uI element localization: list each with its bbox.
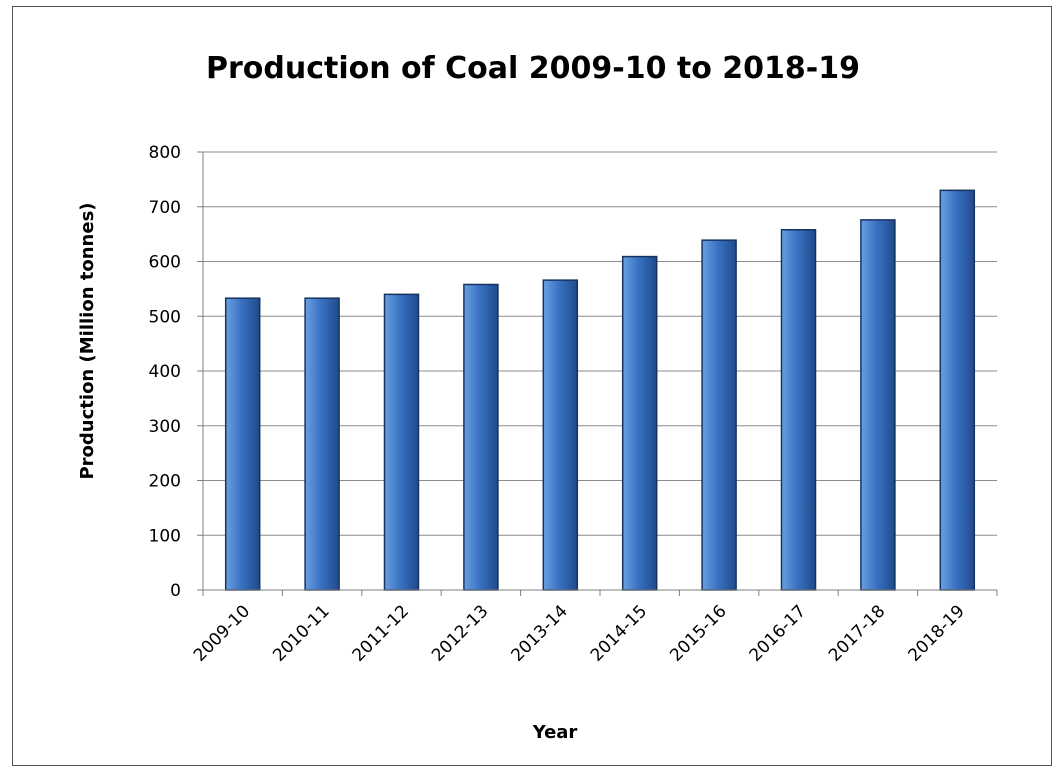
x-tick-label: 2013-14	[507, 601, 571, 665]
bars	[224, 189, 976, 591]
bar-2018-19	[939, 189, 976, 591]
x-tick-label: 2017-18	[825, 601, 889, 665]
y-tick-label: 800	[149, 143, 181, 163]
y-tick-label: 600	[149, 253, 181, 273]
x-tick-label: 2014-15	[587, 601, 651, 665]
bar-2013-14	[542, 279, 579, 591]
x-tick-label: 2018-19	[904, 601, 968, 665]
x-tick-label: 2010-11	[269, 601, 333, 665]
bar-2014-15	[621, 255, 658, 591]
y-tick-label: 100	[149, 526, 181, 546]
y-tick-label: 500	[149, 307, 181, 327]
bar-2009-10	[224, 297, 261, 591]
axes	[197, 151, 998, 596]
bar-2012-13	[463, 283, 499, 591]
y-tick-label: 300	[149, 417, 181, 437]
x-tick-label: 2012-13	[428, 601, 492, 665]
x-tick-label: 2011-12	[349, 601, 413, 665]
x-axis-title: Year	[532, 722, 578, 743]
x-tick-label: 2016-17	[746, 601, 810, 665]
bar-2017-18	[860, 219, 896, 591]
y-tick-label: 700	[149, 198, 181, 218]
y-tick-label: 0	[170, 581, 181, 601]
x-tick-label: 2015-16	[666, 601, 730, 665]
y-tick-label: 200	[149, 472, 181, 492]
x-tick-label: 2009-10	[190, 601, 254, 665]
bar-2016-17	[780, 228, 817, 591]
bar-2015-16	[701, 239, 737, 591]
y-axis-title: Production (Million tonnes)	[77, 202, 98, 479]
bar-2010-11	[304, 297, 340, 591]
chart-title: Production of Coal 2009-10 to 2018-19	[206, 51, 860, 86]
bar-2011-12	[383, 293, 420, 591]
y-tick-label: 400	[149, 362, 181, 382]
